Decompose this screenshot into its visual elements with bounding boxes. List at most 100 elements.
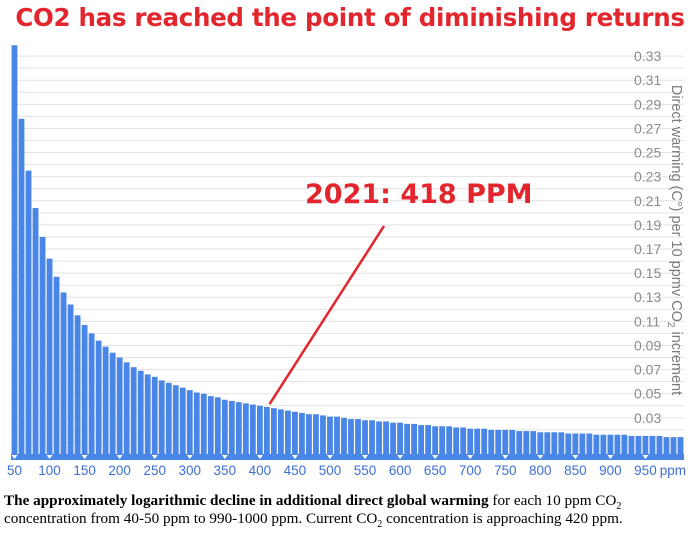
- bars: [11, 45, 684, 460]
- bar: [256, 405, 263, 454]
- y-tick-label: 0.03: [634, 410, 661, 426]
- bar: [502, 429, 509, 454]
- bar: [600, 434, 607, 454]
- y-tick-label: 0.31: [634, 72, 661, 88]
- bar: [67, 304, 74, 454]
- bar: [446, 426, 453, 454]
- x-tick-label: 850: [564, 463, 587, 478]
- x-tick-label: 250: [143, 463, 166, 478]
- caption-part1: for each 10 ppm CO: [488, 492, 617, 509]
- x-tick-label: 600: [389, 463, 412, 478]
- bar: [418, 425, 425, 454]
- bar: [116, 357, 123, 454]
- bar: [320, 415, 326, 454]
- bar: [242, 403, 249, 454]
- caption-part3: concentration is approaching 420 ppm.: [382, 510, 623, 527]
- bar: [614, 434, 621, 454]
- bar: [460, 427, 467, 454]
- bar: [572, 433, 579, 454]
- bar: [221, 399, 228, 454]
- y-tick-label: 0.33: [634, 48, 661, 64]
- bar: [362, 420, 368, 454]
- chart-title: CO2 has reached the point of diminishing…: [15, 3, 685, 32]
- caption-sub2: 2: [377, 519, 383, 531]
- bar: [376, 421, 382, 454]
- bar: [383, 421, 389, 454]
- bar: [334, 416, 340, 454]
- bar: [46, 258, 53, 454]
- x-tick-marker: [186, 455, 193, 459]
- bar: [530, 431, 537, 454]
- bar: [523, 431, 530, 454]
- x-tick-label: 300: [179, 463, 202, 478]
- bar: [348, 419, 354, 454]
- caption-sub1: 2: [616, 501, 622, 513]
- bar: [102, 346, 109, 454]
- bar: [341, 417, 347, 454]
- x-tick-marker: [291, 455, 298, 459]
- bar: [165, 382, 172, 454]
- bar: [39, 236, 46, 454]
- x-tick-marker: [151, 455, 158, 459]
- y-tick-label: 0.11: [634, 313, 660, 329]
- x-tick-marker: [537, 455, 544, 459]
- bar: [369, 420, 375, 454]
- bar: [74, 315, 81, 454]
- x-tick-label: 550: [354, 463, 377, 478]
- x-tick-marker: [397, 455, 404, 459]
- x-tick-marker: [256, 455, 263, 459]
- bar: [18, 118, 25, 455]
- x-tick-label: 650: [424, 463, 447, 478]
- bar: [558, 432, 565, 454]
- bar: [249, 404, 256, 454]
- bar: [355, 419, 361, 454]
- bar: [607, 434, 614, 454]
- y-tick-label: 0.17: [634, 241, 661, 257]
- y-axis-label: Direct warming (C°) per 10 ppmv CO2 incr…: [665, 85, 684, 395]
- x-tick-marker: [432, 455, 439, 459]
- bar: [306, 414, 312, 454]
- bar: [453, 427, 460, 454]
- bar: [565, 433, 572, 454]
- x-tick-marker: [467, 455, 474, 459]
- y-tick-label: 0.05: [634, 386, 661, 402]
- bar: [228, 400, 235, 454]
- bar: [207, 396, 214, 454]
- x-tick-label: 450: [284, 463, 307, 478]
- bar: [481, 428, 488, 454]
- y-label-end: increment: [668, 327, 684, 395]
- x-tick-marker: [607, 455, 614, 459]
- bar: [593, 434, 600, 454]
- bar: [95, 340, 102, 454]
- bar: [628, 435, 635, 454]
- x-tick-marker: [221, 455, 228, 459]
- gridlines: [11, 55, 684, 443]
- x-tick-label: 200: [108, 463, 131, 478]
- bar: [81, 324, 88, 454]
- bar: [200, 393, 207, 454]
- bar: [474, 428, 481, 454]
- x-tick-label: 400: [249, 463, 272, 478]
- bar: [214, 397, 221, 454]
- bar: [235, 402, 242, 454]
- bar: [439, 426, 446, 454]
- bar: [551, 432, 558, 454]
- x-tick-marker: [572, 455, 579, 459]
- bar: [263, 406, 270, 454]
- bar: [621, 434, 628, 454]
- x-tick-label: 750: [494, 463, 517, 478]
- bar: [663, 437, 670, 454]
- bar: [642, 435, 649, 454]
- bar: [495, 429, 502, 454]
- bar: [656, 435, 663, 454]
- bar: [670, 437, 677, 454]
- x-tick-marker: [502, 455, 509, 459]
- bar: [270, 408, 277, 454]
- bar: [292, 411, 298, 454]
- x-tick-label: 350: [214, 463, 237, 478]
- bar-chart: 50 100 150 200 250 300 350 400 450 500 550 600 650 70…: [7, 45, 686, 478]
- y-label-subscript: 2: [665, 322, 676, 328]
- x-tick-label: 950: [634, 463, 657, 478]
- y-axis: 0.33 0.31 0.29 0.27 0.25 0.23 0.21 0.19 0.17 0.15…: [634, 48, 661, 426]
- x-tick-marker: [11, 455, 18, 459]
